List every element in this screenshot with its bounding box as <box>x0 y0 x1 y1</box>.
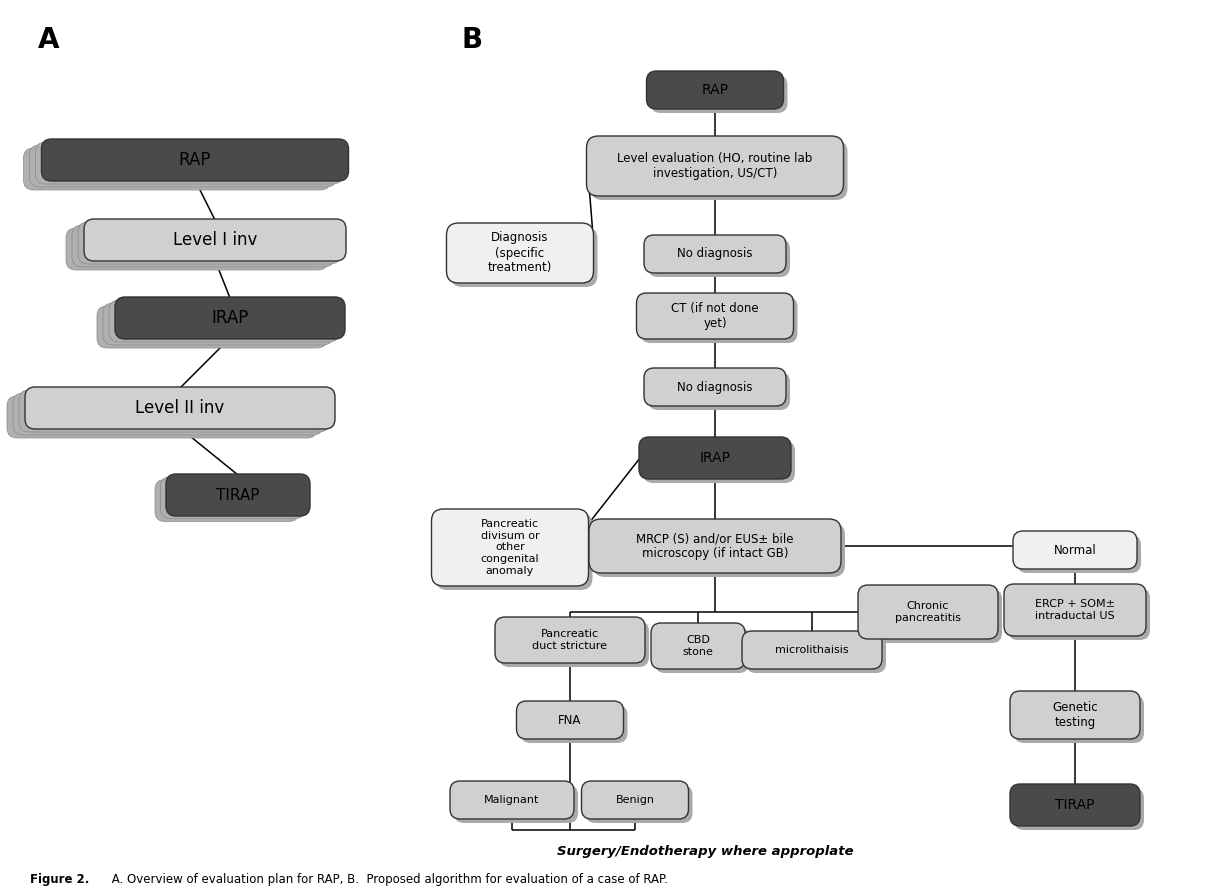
Text: Malignant: Malignant <box>485 795 540 805</box>
FancyBboxPatch shape <box>19 390 329 432</box>
FancyBboxPatch shape <box>29 145 336 187</box>
Text: RAP: RAP <box>702 83 728 97</box>
FancyBboxPatch shape <box>648 372 790 410</box>
FancyBboxPatch shape <box>1014 788 1144 830</box>
Text: Level II inv: Level II inv <box>135 399 224 417</box>
Text: Pancreatic
duct stricture: Pancreatic duct stricture <box>533 629 608 651</box>
FancyBboxPatch shape <box>115 297 345 339</box>
FancyBboxPatch shape <box>655 627 749 673</box>
FancyBboxPatch shape <box>41 139 349 181</box>
Text: Normal: Normal <box>1054 544 1096 556</box>
Text: FNA: FNA <box>558 714 581 726</box>
FancyBboxPatch shape <box>446 223 593 283</box>
FancyBboxPatch shape <box>1017 535 1141 573</box>
FancyBboxPatch shape <box>109 300 339 342</box>
Text: Diagnosis
(specific
treatment): Diagnosis (specific treatment) <box>487 231 552 274</box>
FancyBboxPatch shape <box>648 239 790 277</box>
Text: IRAP: IRAP <box>211 309 248 327</box>
Text: Pancreatic
divisum or
other
congenital
anomaly: Pancreatic divisum or other congenital a… <box>481 519 539 576</box>
Text: Benign: Benign <box>615 795 655 805</box>
Text: Level I inv: Level I inv <box>172 231 257 249</box>
Text: Genetic
testing: Genetic testing <box>1052 701 1097 729</box>
FancyBboxPatch shape <box>747 635 886 673</box>
Text: IRAP: IRAP <box>699 451 731 465</box>
FancyBboxPatch shape <box>742 631 882 669</box>
FancyBboxPatch shape <box>23 148 330 190</box>
Text: Chronic
pancreatitis: Chronic pancreatitis <box>895 602 961 623</box>
FancyBboxPatch shape <box>650 75 788 113</box>
FancyBboxPatch shape <box>25 387 335 429</box>
FancyBboxPatch shape <box>593 523 845 577</box>
FancyBboxPatch shape <box>72 225 334 267</box>
FancyBboxPatch shape <box>7 396 317 438</box>
FancyBboxPatch shape <box>581 781 689 819</box>
Text: B: B <box>462 26 484 54</box>
FancyBboxPatch shape <box>1009 784 1140 826</box>
Text: TIRAP: TIRAP <box>1055 798 1095 812</box>
FancyBboxPatch shape <box>160 477 304 519</box>
Text: A: A <box>39 26 59 54</box>
FancyBboxPatch shape <box>1009 691 1140 739</box>
Text: No diagnosis: No diagnosis <box>678 381 753 393</box>
FancyBboxPatch shape <box>862 589 1002 643</box>
FancyBboxPatch shape <box>1005 584 1146 636</box>
FancyBboxPatch shape <box>585 785 692 823</box>
FancyBboxPatch shape <box>35 142 343 184</box>
FancyBboxPatch shape <box>651 623 745 669</box>
Text: Level evaluation (HO, routine lab
investigation, US/CT): Level evaluation (HO, routine lab invest… <box>617 152 813 180</box>
FancyBboxPatch shape <box>643 441 795 483</box>
FancyBboxPatch shape <box>13 393 323 435</box>
FancyBboxPatch shape <box>586 136 843 196</box>
FancyBboxPatch shape <box>451 227 597 287</box>
FancyBboxPatch shape <box>1008 588 1151 640</box>
FancyBboxPatch shape <box>1014 695 1144 743</box>
FancyBboxPatch shape <box>644 368 786 406</box>
FancyBboxPatch shape <box>435 513 592 590</box>
Text: RAP: RAP <box>178 151 211 169</box>
FancyBboxPatch shape <box>1013 531 1137 569</box>
Text: No diagnosis: No diagnosis <box>678 247 753 261</box>
FancyBboxPatch shape <box>646 71 784 109</box>
FancyBboxPatch shape <box>103 303 333 345</box>
FancyBboxPatch shape <box>640 297 797 343</box>
FancyBboxPatch shape <box>857 585 999 639</box>
FancyBboxPatch shape <box>166 474 310 516</box>
Text: CBD
stone: CBD stone <box>683 635 714 657</box>
Text: ERCP + SOM±
intraductal US: ERCP + SOM± intraductal US <box>1035 599 1116 621</box>
FancyBboxPatch shape <box>637 293 794 339</box>
FancyBboxPatch shape <box>450 781 574 819</box>
FancyBboxPatch shape <box>639 437 791 479</box>
Text: Surgery/Endotherapy where approplate: Surgery/Endotherapy where approplate <box>557 846 854 859</box>
FancyBboxPatch shape <box>96 306 327 348</box>
FancyBboxPatch shape <box>589 519 841 573</box>
FancyBboxPatch shape <box>432 509 589 586</box>
Text: microlithaisis: microlithaisis <box>775 645 849 655</box>
FancyBboxPatch shape <box>84 219 346 261</box>
FancyBboxPatch shape <box>156 480 299 522</box>
FancyBboxPatch shape <box>521 705 627 743</box>
FancyBboxPatch shape <box>591 140 848 200</box>
Text: CT (if not done
yet): CT (if not done yet) <box>672 302 759 330</box>
Text: Figure 2.: Figure 2. <box>30 873 89 886</box>
FancyBboxPatch shape <box>644 235 786 273</box>
Text: MRCP (S) and/or EUS± bile
microscopy (if intact GB): MRCP (S) and/or EUS± bile microscopy (if… <box>637 532 794 560</box>
FancyBboxPatch shape <box>494 617 645 663</box>
FancyBboxPatch shape <box>516 701 624 739</box>
FancyBboxPatch shape <box>78 222 340 264</box>
FancyBboxPatch shape <box>499 621 649 667</box>
FancyBboxPatch shape <box>66 228 328 270</box>
Text: TIRAP: TIRAP <box>216 488 259 503</box>
Text: A. Overview of evaluation plan for RAP, B.  Proposed algorithm for evaluation of: A. Overview of evaluation plan for RAP, … <box>109 873 668 886</box>
FancyBboxPatch shape <box>453 785 578 823</box>
